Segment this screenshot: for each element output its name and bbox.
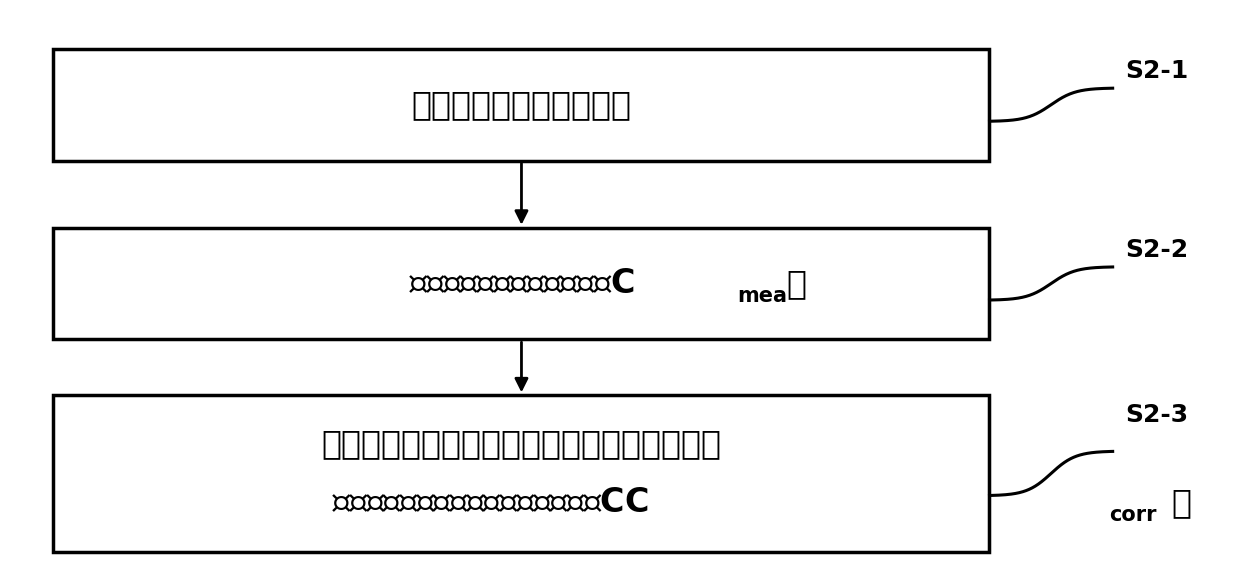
Text: 确立分析物浓度校正方程: 确立分析物浓度校正方程 <box>412 88 631 121</box>
Text: S2-2: S2-2 <box>1125 238 1188 262</box>
Text: 浓度值，计算出分析物最终浓度值（C$\mathbf{C}$: 浓度值，计算出分析物最终浓度值（C$\mathbf{C}$ <box>332 486 649 519</box>
Text: S2-1: S2-1 <box>1125 59 1188 83</box>
Text: 传感器测得分析物浓度值（$\mathbf{C}$: 传感器测得分析物浓度值（$\mathbf{C}$ <box>409 267 634 300</box>
FancyBboxPatch shape <box>53 395 990 552</box>
Text: ）: ） <box>786 267 806 300</box>
Text: ）: ） <box>1171 486 1190 519</box>
FancyBboxPatch shape <box>53 227 990 340</box>
Text: mea: mea <box>737 286 787 306</box>
FancyBboxPatch shape <box>53 49 990 160</box>
Text: corr: corr <box>1110 505 1157 525</box>
Text: 利用测得的血液红细胞压积值和测得的分析物: 利用测得的血液红细胞压积值和测得的分析物 <box>321 428 722 460</box>
Text: S2-3: S2-3 <box>1125 403 1188 427</box>
